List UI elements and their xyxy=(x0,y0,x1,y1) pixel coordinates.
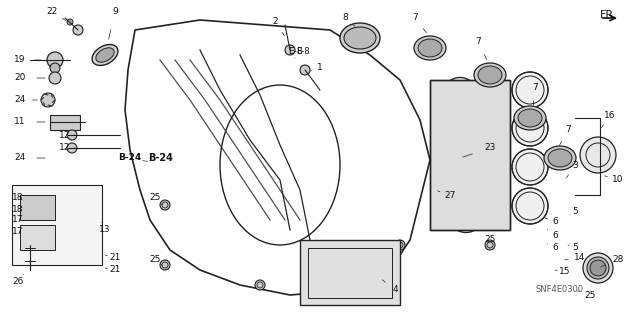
Circle shape xyxy=(73,25,83,35)
Text: 25: 25 xyxy=(149,256,161,264)
Ellipse shape xyxy=(587,257,609,279)
Text: 1: 1 xyxy=(317,63,323,71)
Ellipse shape xyxy=(548,149,572,167)
Text: 7: 7 xyxy=(532,84,538,93)
Text: 23: 23 xyxy=(484,144,496,152)
Text: 13: 13 xyxy=(99,226,111,234)
Text: 12: 12 xyxy=(60,130,70,139)
Circle shape xyxy=(512,72,548,108)
Ellipse shape xyxy=(514,106,546,130)
Bar xyxy=(50,115,80,130)
Ellipse shape xyxy=(583,253,613,283)
Text: 17: 17 xyxy=(12,227,24,236)
Text: E-8: E-8 xyxy=(288,48,302,56)
Bar xyxy=(20,195,55,220)
Circle shape xyxy=(285,45,295,55)
Text: 7: 7 xyxy=(412,13,418,23)
Text: 21: 21 xyxy=(109,265,121,275)
Text: 22: 22 xyxy=(46,8,58,17)
Text: 16: 16 xyxy=(604,110,616,120)
Bar xyxy=(430,80,510,230)
Text: SNF4E0300: SNF4E0300 xyxy=(536,286,584,294)
Circle shape xyxy=(590,260,606,276)
Ellipse shape xyxy=(92,45,118,65)
Text: 20: 20 xyxy=(14,73,26,83)
Circle shape xyxy=(395,240,405,250)
Circle shape xyxy=(47,52,63,68)
Circle shape xyxy=(255,280,265,290)
Ellipse shape xyxy=(96,48,114,62)
Ellipse shape xyxy=(544,146,576,170)
Text: 24: 24 xyxy=(14,153,26,162)
Text: 4: 4 xyxy=(392,286,398,294)
Text: 7: 7 xyxy=(565,125,571,135)
Text: 15: 15 xyxy=(559,268,571,277)
Text: 26: 26 xyxy=(12,278,24,286)
Text: 2: 2 xyxy=(272,18,278,26)
Ellipse shape xyxy=(340,23,380,53)
Text: 17: 17 xyxy=(12,216,24,225)
Text: 8: 8 xyxy=(342,13,348,23)
Text: 21: 21 xyxy=(109,254,121,263)
Text: 7: 7 xyxy=(475,38,481,47)
Circle shape xyxy=(67,19,73,25)
Ellipse shape xyxy=(344,27,376,49)
Circle shape xyxy=(67,130,77,140)
Ellipse shape xyxy=(478,66,502,84)
Text: 28: 28 xyxy=(612,256,624,264)
Circle shape xyxy=(67,143,77,153)
Text: 5: 5 xyxy=(572,207,578,217)
Text: 18: 18 xyxy=(12,194,24,203)
Circle shape xyxy=(160,260,170,270)
Circle shape xyxy=(512,110,548,146)
Text: 11: 11 xyxy=(14,117,26,127)
Text: 5: 5 xyxy=(572,243,578,253)
Text: 10: 10 xyxy=(612,175,624,184)
Circle shape xyxy=(580,137,616,173)
Ellipse shape xyxy=(418,39,442,57)
Text: FR.: FR. xyxy=(600,10,618,20)
Text: B-24: B-24 xyxy=(118,153,141,162)
Bar xyxy=(300,240,400,305)
Text: 12: 12 xyxy=(60,144,70,152)
Text: 27: 27 xyxy=(444,190,456,199)
Text: B-24: B-24 xyxy=(148,153,173,163)
Text: 14: 14 xyxy=(574,254,586,263)
Circle shape xyxy=(512,149,548,185)
Circle shape xyxy=(41,93,55,107)
Text: 6: 6 xyxy=(552,218,558,226)
Circle shape xyxy=(485,240,495,250)
Circle shape xyxy=(300,65,310,75)
Text: 25: 25 xyxy=(149,194,161,203)
Text: 25: 25 xyxy=(484,235,496,244)
Circle shape xyxy=(49,72,61,84)
Text: 25: 25 xyxy=(584,291,596,300)
Bar xyxy=(12,185,102,265)
Bar xyxy=(430,80,510,230)
Text: 3: 3 xyxy=(572,160,578,169)
Text: E-8: E-8 xyxy=(296,48,310,56)
Bar xyxy=(20,225,55,250)
Ellipse shape xyxy=(414,36,446,60)
Ellipse shape xyxy=(518,109,542,127)
Text: 24: 24 xyxy=(14,95,26,105)
Text: 18: 18 xyxy=(12,205,24,214)
Text: 6: 6 xyxy=(552,231,558,240)
Circle shape xyxy=(160,200,170,210)
Circle shape xyxy=(50,63,60,73)
Text: 9: 9 xyxy=(112,8,118,17)
Bar xyxy=(308,248,392,298)
Circle shape xyxy=(512,188,548,224)
Text: 6: 6 xyxy=(552,243,558,253)
Text: 19: 19 xyxy=(14,56,26,64)
Ellipse shape xyxy=(474,63,506,87)
